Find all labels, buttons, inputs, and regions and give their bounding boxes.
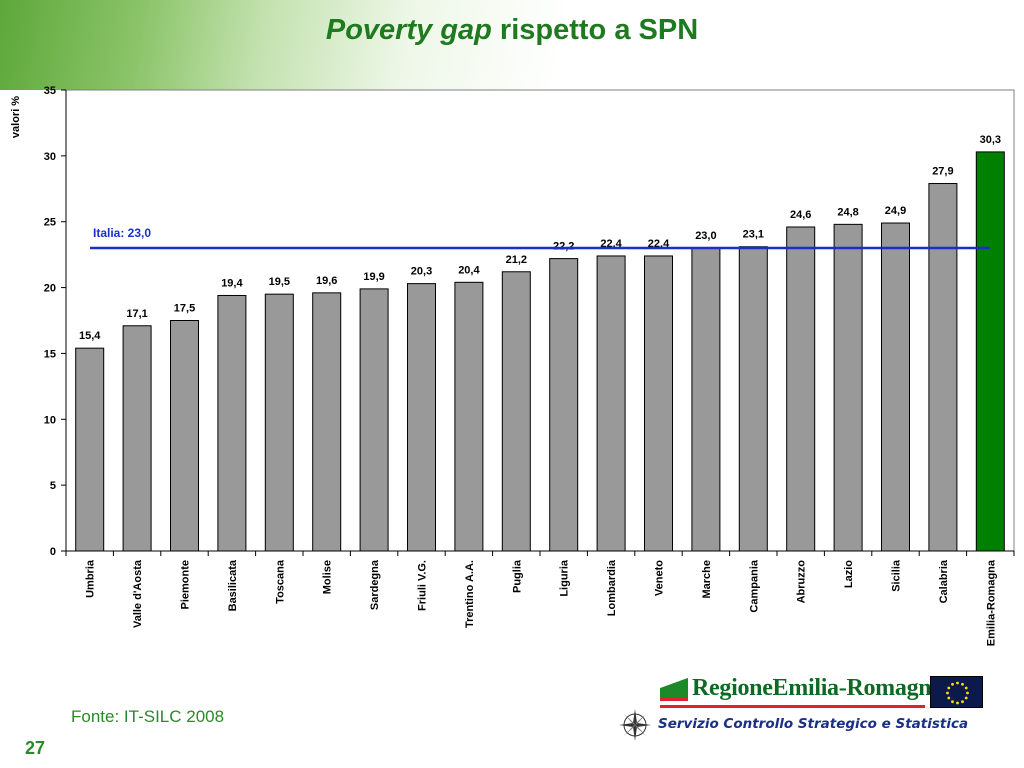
data-label: 23,1 — [743, 229, 764, 241]
category-label: Umbria — [85, 559, 97, 598]
y-tick-label: 30 — [44, 151, 56, 163]
region-name: RegioneEmilia-Romagna — [692, 675, 944, 701]
bar-valle-d-aosta — [122, 325, 152, 552]
logo-area: RegioneEmilia-Romagna Servizio Controllo… — [612, 672, 992, 742]
slide-title-italic: Poverty gap — [325, 14, 492, 46]
bar-friuli-v-g- — [407, 283, 436, 552]
category-label: Basilicata — [227, 559, 239, 611]
data-label: 19,6 — [316, 275, 337, 287]
data-label: 27,9 — [932, 166, 953, 178]
y-tick-label: 35 — [44, 85, 56, 97]
data-label: 22,2 — [553, 241, 574, 253]
category-label: Piemonte — [180, 560, 192, 610]
data-label: 19,4 — [221, 277, 243, 289]
data-label: 17,5 — [174, 303, 195, 315]
region-logo-icon — [660, 677, 688, 701]
category-label: Calabria — [938, 559, 950, 603]
slide-title: Poverty gap rispetto a SPN — [0, 14, 1024, 47]
y-tick-label: 0 — [50, 546, 56, 558]
y-tick-label: 5 — [50, 480, 56, 492]
bar-lombardia — [596, 255, 626, 552]
data-label: 23,0 — [695, 230, 716, 242]
category-label: Lazio — [843, 560, 855, 588]
y-tick-label: 10 — [44, 414, 56, 426]
category-label: Toscana — [274, 559, 286, 604]
bar-marche — [691, 247, 721, 552]
bar-lazio — [833, 223, 863, 552]
category-label: Lombardia — [606, 559, 618, 616]
region-logo: RegioneEmilia-Romagna — [660, 675, 943, 709]
service-name: Servizio Controllo Strategico e Statisti… — [658, 716, 969, 732]
category-label: Emilia-Romagna — [985, 559, 997, 646]
slide-title-rest: rispetto a SPN — [491, 14, 699, 46]
data-label: 21,2 — [506, 254, 527, 266]
data-label: 15,4 — [79, 330, 101, 342]
y-tick-label: 15 — [44, 348, 56, 360]
bar-campania — [738, 246, 768, 552]
page-number: 27 — [25, 738, 46, 758]
category-label: Friuli V.G. — [417, 560, 429, 611]
bar-chart: 0 5 10 15 20 25 30 35 valori % 15,4 Umbria 17,1 Vall… — [10, 85, 1015, 646]
category-label: Molise — [322, 560, 334, 594]
data-label: 24,6 — [790, 209, 811, 221]
data-label: 30,3 — [980, 134, 1001, 146]
plot-area — [65, 89, 1015, 552]
y-axis-label: valori % — [10, 96, 22, 138]
category-label: Liguria — [559, 559, 571, 597]
data-label: 17,1 — [126, 308, 147, 320]
y-tick-label: 20 — [44, 283, 56, 295]
bar-umbria — [75, 347, 105, 552]
data-label: 20,4 — [458, 264, 480, 276]
category-label: Marche — [701, 560, 713, 599]
category-label: Puglia — [511, 559, 523, 593]
reference-line-label: Italia: 23,0 — [93, 226, 151, 240]
bar-basilicata — [217, 294, 247, 552]
category-label: Veneto — [654, 560, 666, 596]
category-label: Campania — [748, 559, 760, 612]
data-label: 19,9 — [363, 271, 384, 283]
category-label: Sardegna — [369, 559, 381, 610]
compass-rose-icon — [618, 708, 652, 742]
category-label: Valle d'Aosta — [132, 559, 144, 628]
bar-emilia-romagna — [975, 151, 1005, 552]
category-label: Abruzzo — [796, 560, 808, 604]
data-label: 20,3 — [411, 266, 432, 278]
title-background-band — [0, 0, 1024, 90]
bar-sardegna — [359, 288, 389, 552]
bar-veneto — [644, 255, 673, 552]
data-label: 24,8 — [837, 206, 858, 218]
bar-liguria — [549, 258, 579, 552]
bar-piemonte — [170, 320, 199, 552]
bar-molise — [312, 292, 342, 552]
data-label: 24,9 — [885, 205, 906, 217]
region-underline — [660, 705, 925, 708]
bar-sicilia — [881, 222, 910, 552]
bar-trentino-a-a- — [454, 281, 484, 552]
y-tick-label: 25 — [44, 217, 56, 229]
category-label: Sicilia — [891, 559, 903, 592]
bar-calabria — [928, 183, 958, 552]
bar-puglia — [501, 271, 531, 552]
source-note: Fonte: IT-SILC 2008 — [71, 707, 225, 726]
category-label: Trentino A.A. — [464, 560, 476, 628]
eu-flag-icon — [930, 676, 983, 708]
data-label: 19,5 — [269, 276, 290, 288]
bar-toscana — [264, 293, 294, 552]
bar-abruzzo — [786, 226, 816, 552]
